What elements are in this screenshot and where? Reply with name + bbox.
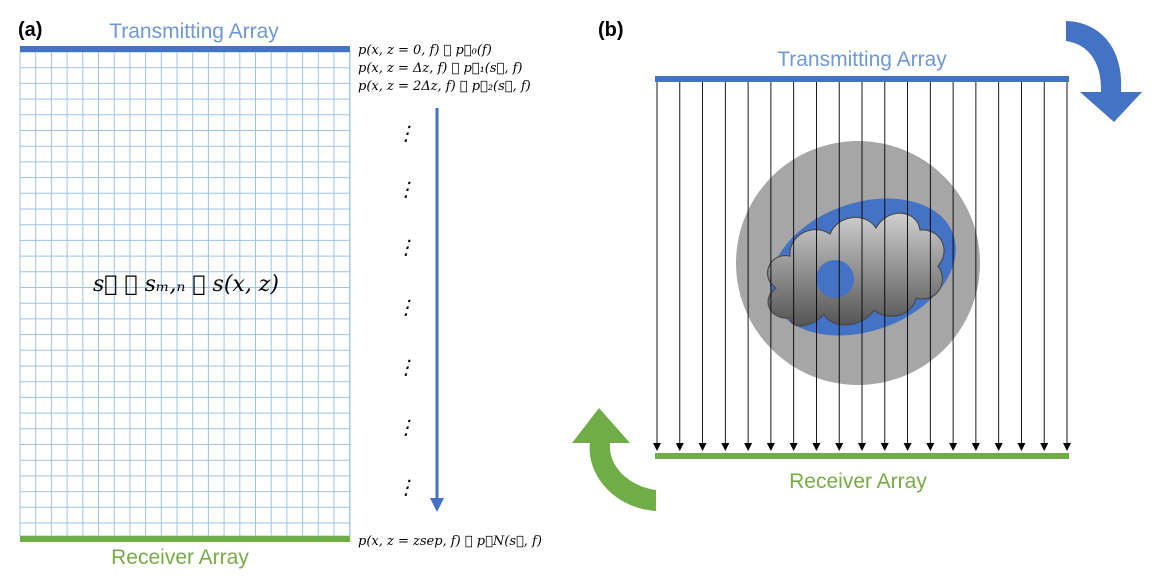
field-equation-2: p(x, z = 2Δz, f) ≝ p⃗₂(s⃗, f) (358, 79, 531, 94)
panel-a-receiver-bar (20, 536, 350, 542)
ellipsis: ⋮ (396, 121, 416, 145)
grid-equation: s⃗ ≝ sₘ,ₙ ≝ s(x, z) (93, 272, 279, 297)
field-equation-1: p(x, z = Δz, f) ≝ p⃗₁(s⃗, f) (358, 61, 522, 76)
cloud-inclusion (767, 212, 945, 327)
field-equation-0: p(x, z = 0, f) ≝ p⃗₀(f) (358, 43, 492, 58)
inner-blue-circle (816, 260, 854, 298)
ellipsis: ⋮ (396, 235, 416, 259)
panel-a-receiver-label: Receiver Array (111, 546, 249, 569)
panel-a-label: (a) (18, 19, 42, 41)
final-field-equation: p(x, z = zsep, f) ≝ p⃗N(s⃗, f) (358, 534, 542, 549)
panel-b-transmitter-label: Transmitting Array (777, 48, 947, 71)
panel-a-transmitter-bar (20, 46, 350, 52)
ellipsis: ⋮ (396, 355, 416, 379)
panel-b-transmitter-bar (655, 76, 1069, 82)
ellipsis-column: ⋮ ⋮ ⋮ ⋮ ⋮ ⋮ ⋮ (396, 121, 416, 499)
rotation-arrow-green (572, 408, 656, 511)
ray-lines (653, 82, 1071, 451)
ellipsis: ⋮ (396, 415, 416, 439)
phantom (736, 141, 980, 385)
rotation-arrow-blue (1066, 21, 1142, 122)
panel-a-transmitter-label: Transmitting Array (109, 20, 279, 43)
ellipsis: ⋮ (396, 475, 416, 499)
panel-b-label: (b) (598, 19, 624, 41)
ellipsis: ⋮ (396, 177, 416, 201)
propagation-arrow (430, 108, 444, 512)
ellipsis: ⋮ (396, 295, 416, 319)
panel-b-receiver-bar (655, 453, 1069, 459)
panel-b-receiver-label: Receiver Array (789, 470, 927, 493)
